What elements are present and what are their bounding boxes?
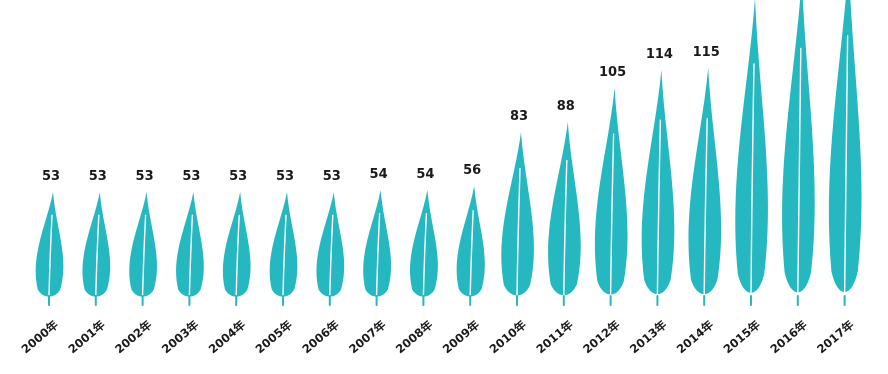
leaf-body (82, 192, 111, 297)
leaf-body (409, 190, 438, 297)
leaf-bar (222, 192, 251, 306)
value-label: 53 (323, 169, 341, 184)
category-label: 2017年 (814, 317, 857, 356)
category-label: 2005年 (253, 317, 296, 356)
category-label: 2003年 (159, 317, 202, 356)
leaf-vein (609, 133, 615, 296)
leaf-bar (363, 190, 392, 306)
leaf-vein (95, 214, 100, 296)
leaf-bar (456, 186, 485, 306)
leaf-bar (782, 0, 815, 306)
category-label: 2007年 (346, 317, 389, 356)
leaf-body (688, 68, 722, 295)
leaf-vein (656, 119, 662, 296)
value-label: 54 (416, 167, 434, 182)
leaf-bar (129, 192, 157, 306)
leaf-bar (316, 192, 345, 306)
leaf-body (828, 0, 862, 292)
value-label: 54 (370, 167, 388, 182)
leaf-body (176, 192, 204, 297)
category-label: 2011年 (533, 317, 576, 356)
leaf-body (35, 192, 64, 297)
leaf-vein (797, 47, 802, 296)
value-label: 53 (89, 169, 107, 184)
leaf-body (222, 192, 251, 297)
category-label: 2014年 (674, 317, 717, 356)
category-label: 2013年 (627, 317, 670, 356)
leaf-vein (563, 160, 568, 296)
leaf-bar (176, 192, 204, 306)
leaf-vein (422, 213, 428, 296)
leaf-body (782, 0, 815, 293)
leaf-bar (641, 70, 675, 306)
value-label: 53 (136, 169, 154, 184)
category-label: 2012年 (580, 317, 623, 356)
value-label: 56 (463, 163, 481, 178)
value-label: 83 (510, 109, 528, 124)
category-label: 2008年 (393, 317, 436, 356)
leaf-vein (48, 214, 53, 296)
category-label: 2016年 (767, 317, 810, 356)
leaf-body (456, 186, 485, 297)
leaf-vein (750, 63, 755, 296)
value-label: 53 (276, 169, 294, 184)
value-label: 53 (182, 169, 200, 184)
leaf-body (316, 192, 345, 297)
leaf-vein (329, 214, 334, 296)
leaf-bar (501, 132, 534, 306)
leaf-vein (469, 209, 474, 296)
category-label: 2000年 (19, 317, 62, 356)
category-label: 2010年 (487, 317, 530, 356)
leaf-vein (516, 167, 521, 296)
leaf-bar (548, 122, 581, 306)
category-label: 2004年 (206, 317, 249, 356)
category-label: 2015年 (721, 317, 764, 356)
leaf-bar (688, 68, 722, 306)
value-label: 88 (557, 99, 575, 114)
leaf-bar (82, 192, 111, 306)
leaf-body (641, 70, 675, 295)
leaf-body (269, 192, 298, 297)
leaf-vein (235, 214, 240, 296)
leaf-body (735, 0, 768, 293)
leaf-bar (594, 88, 628, 306)
value-label: 105 (599, 65, 626, 80)
leaf-vein (282, 214, 287, 296)
category-label: 2001年 (65, 317, 108, 356)
value-label: 114 (646, 47, 673, 62)
leaf-bar (735, 0, 768, 306)
leaf-body (501, 132, 534, 296)
leaf-vein (843, 35, 849, 296)
leaf-bar (409, 190, 438, 306)
leaf-body (129, 192, 157, 297)
leaf-body (548, 122, 581, 296)
category-label: 2002年 (112, 317, 155, 356)
leaf-vein (375, 213, 381, 296)
leaf-bar (269, 192, 298, 306)
value-label: 53 (42, 169, 60, 184)
leaf-vein (703, 117, 708, 296)
leaf-bar (35, 192, 64, 306)
category-label: 2006年 (299, 317, 342, 356)
value-label: 115 (693, 45, 720, 60)
leaf-vein (188, 214, 194, 296)
leaf-vein (141, 214, 147, 296)
value-label: 53 (229, 169, 247, 184)
leaf-bar (828, 0, 862, 306)
leaf-body (594, 88, 628, 295)
category-label: 2009年 (440, 317, 483, 356)
leaf-body (363, 190, 392, 297)
